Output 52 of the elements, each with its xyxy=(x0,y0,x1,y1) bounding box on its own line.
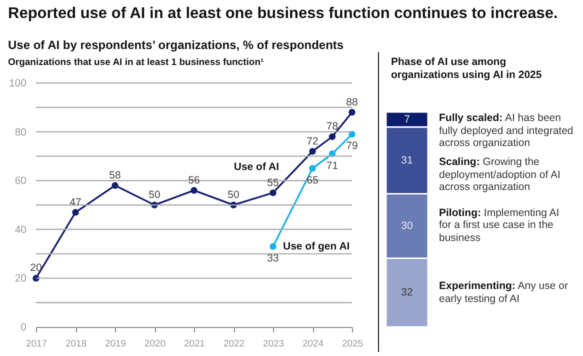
data-label: 65 xyxy=(306,174,318,186)
y-tick-label: 40 xyxy=(14,224,27,236)
data-label: 47 xyxy=(70,196,82,208)
x-tick-label: 2018 xyxy=(65,338,87,350)
series-label: Use of AI xyxy=(234,160,280,173)
data-label: 56 xyxy=(188,174,200,186)
series-label: Scaling: xyxy=(439,156,480,168)
point xyxy=(309,148,316,155)
point xyxy=(270,243,276,250)
data-label: 30 xyxy=(401,220,413,232)
x-tick-label: 2025 xyxy=(342,338,364,350)
x-tick-label: 2020 xyxy=(144,338,166,350)
series-label: Fully scaled: xyxy=(439,112,503,124)
x-tick-label: 2024 xyxy=(302,338,324,350)
series-label: Piloting: xyxy=(439,206,481,219)
chart-subtitle: Use of AI by respondents’ organizations, % of respondents xyxy=(8,38,344,52)
data-label: 71 xyxy=(326,160,338,172)
point xyxy=(72,208,79,216)
point xyxy=(270,189,276,196)
series-label: Use of gen AI xyxy=(283,240,350,252)
data-label: 58 xyxy=(109,169,121,182)
data-label: 72 xyxy=(306,135,318,148)
point xyxy=(112,182,118,189)
y-tick-label: 60 xyxy=(14,175,27,188)
point xyxy=(348,108,356,116)
series-label: Experimenting: xyxy=(439,280,516,292)
chart-title: Reported use of AI in at least one business function continues to increase. xyxy=(8,5,558,23)
data-label: 55 xyxy=(267,176,279,189)
data-label: 88 xyxy=(346,96,358,108)
data-label: 79 xyxy=(346,140,358,152)
data-label: 33 xyxy=(267,252,279,264)
data-label: 31 xyxy=(401,154,413,166)
data-label: 50 xyxy=(228,189,240,201)
data-label: 32 xyxy=(401,286,413,299)
text: Phase of AI use among organizations using AI in 2025 xyxy=(391,56,543,82)
data-label: 50 xyxy=(148,189,160,201)
data-label: 78 xyxy=(326,120,338,133)
y-tick-label: 80 xyxy=(14,126,27,138)
data-label: 20 xyxy=(30,262,42,274)
y-axis-title: Organizations that use AI in at least 1 business function¹ xyxy=(8,57,264,68)
x-tick-label: 2023 xyxy=(262,338,284,350)
x-tick-label: 2021 xyxy=(184,338,206,350)
y-tick-label: 20 xyxy=(14,272,27,285)
x-tick-label: 2022 xyxy=(223,338,245,350)
point xyxy=(190,187,198,194)
point xyxy=(328,133,336,140)
point xyxy=(309,165,316,172)
x-tick-label: 2019 xyxy=(104,338,126,350)
data-label: 7 xyxy=(404,114,410,126)
y-tick-label: 100 xyxy=(8,78,27,90)
x-tick-label: 2017 xyxy=(26,338,48,350)
y-tick-label: 0 xyxy=(20,322,27,334)
